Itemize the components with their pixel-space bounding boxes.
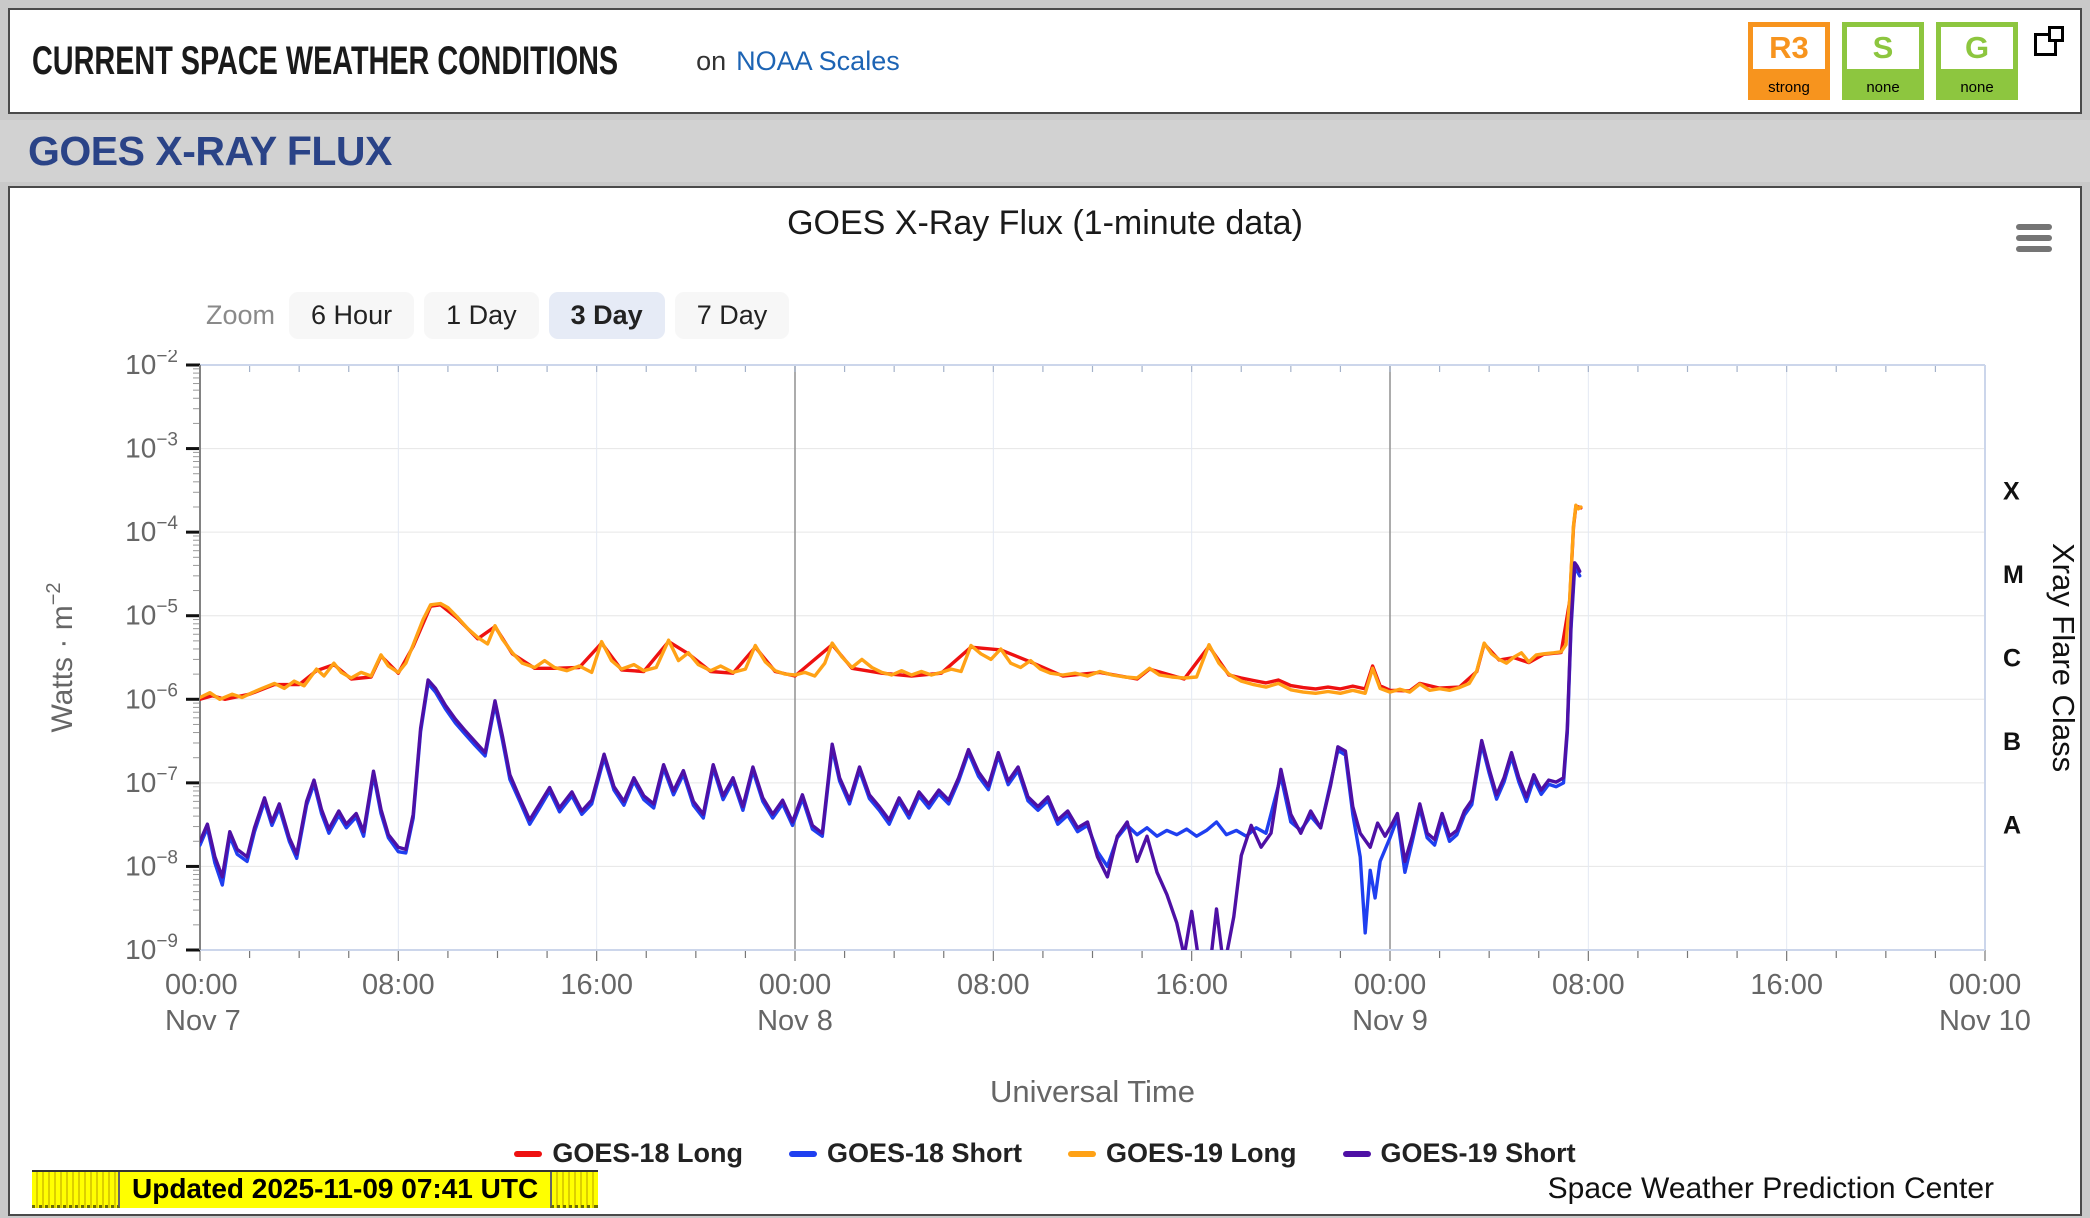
highlight-block bbox=[550, 1172, 599, 1208]
g-scale-badge[interactable]: G none bbox=[1936, 22, 2018, 100]
x-axis-date: Nov 8 bbox=[757, 1005, 833, 1037]
zoom-controls: Zoom 6 Hour 1 Day 3 Day 7 Day bbox=[206, 292, 790, 339]
page-title: CURRENT SPACE WEATHER CONDITIONS bbox=[32, 38, 619, 83]
s-scale-badge[interactable]: S none bbox=[1842, 22, 1924, 100]
legend-label: GOES-18 Short bbox=[826, 1138, 1022, 1168]
hamburger-bar bbox=[2016, 246, 2052, 252]
x-axis-tick: 00:00 bbox=[759, 969, 832, 1001]
header-bar: CURRENT SPACE WEATHER CONDITIONS on NOAA… bbox=[8, 8, 2082, 114]
legend-item-goes-19-long[interactable]: GOES-19 Long bbox=[1068, 1138, 1297, 1169]
header-title-row: CURRENT SPACE WEATHER CONDITIONS on NOAA… bbox=[32, 10, 900, 112]
legend-dash-icon bbox=[1342, 1150, 1371, 1157]
hamburger-bar bbox=[2016, 235, 2052, 241]
chart-title: GOES X-Ray Flux (1-minute data) bbox=[787, 204, 1303, 242]
flare-class-label: C bbox=[2003, 645, 2021, 673]
y-axis-tick: 10−8 bbox=[125, 847, 178, 881]
x-axis-tick: 00:00 bbox=[1354, 969, 1427, 1001]
legend-dash-icon bbox=[788, 1150, 817, 1157]
legend-label: GOES-18 Long bbox=[552, 1138, 743, 1168]
y-axis-tick: 10−7 bbox=[125, 764, 178, 798]
highlight-block bbox=[32, 1172, 120, 1208]
legend-item-goes-19-short[interactable]: GOES-19 Short bbox=[1342, 1138, 1576, 1169]
x-axis-tick: 08:00 bbox=[957, 969, 1030, 1001]
r-scale-level: strong bbox=[1748, 74, 1830, 100]
flare-class-label: M bbox=[2003, 561, 2024, 589]
x-axis-date: Nov 7 bbox=[165, 1005, 241, 1037]
x-axis-tick: 00:00 bbox=[165, 969, 238, 1001]
s-scale-level: none bbox=[1842, 74, 1924, 100]
g-scale-code: G bbox=[1936, 22, 2018, 74]
legend-dash-icon bbox=[514, 1150, 543, 1157]
legend-item-goes-18-long[interactable]: GOES-18 Long bbox=[514, 1138, 743, 1169]
y-axis-tick: 10−5 bbox=[125, 597, 178, 631]
flare-class-label: A bbox=[2003, 812, 2021, 840]
s-scale-code: S bbox=[1842, 22, 1924, 74]
x-axis-tick: 08:00 bbox=[1552, 969, 1625, 1001]
zoom-button-6hour[interactable]: 6 Hour bbox=[289, 292, 415, 339]
legend-dash-icon bbox=[1068, 1150, 1096, 1157]
swpc-credit: Space Weather Prediction Center bbox=[1547, 1172, 1994, 1205]
chart-legend: GOES-18 Long GOES-18 Short GOES-19 Long GOE… bbox=[10, 1138, 2080, 1169]
x-axis-tick: 16:00 bbox=[1155, 969, 1228, 1001]
x-axis-tick: 08:00 bbox=[362, 969, 435, 1001]
flare-class-label: B bbox=[2003, 728, 2021, 756]
x-axis-date: Nov 10 bbox=[1939, 1005, 2031, 1037]
g-scale-level: none bbox=[1936, 74, 2018, 100]
legend-label: GOES-19 Short bbox=[1380, 1138, 1576, 1168]
x-axis-tick: 00:00 bbox=[1949, 969, 2022, 1001]
y-axis-tick: 10−3 bbox=[125, 430, 178, 464]
x-axis-title: Universal Time bbox=[990, 1074, 1195, 1109]
hamburger-menu-icon[interactable] bbox=[2016, 224, 2052, 252]
flare-class-label: X bbox=[2003, 477, 2020, 505]
zoom-button-7day[interactable]: 7 Day bbox=[674, 292, 790, 339]
y-axis-title: Watts · m−2 bbox=[43, 582, 79, 732]
zoom-button-3day[interactable]: 3 Day bbox=[548, 292, 665, 339]
chart-panel: GOES X-Ray Flux (1-minute data) Zoom 6 H… bbox=[8, 186, 2082, 1216]
popout-window-icon[interactable] bbox=[2034, 26, 2064, 56]
section-title-bar: GOES X-RAY FLUX bbox=[0, 120, 2090, 182]
zoom-label: Zoom bbox=[206, 300, 276, 330]
link-prefix: on bbox=[696, 45, 727, 76]
r-scale-code: R3 bbox=[1748, 22, 1830, 74]
legend-label: GOES-19 Long bbox=[1106, 1138, 1297, 1168]
x-axis-date: Nov 9 bbox=[1352, 1005, 1428, 1037]
section-title: GOES X-RAY FLUX bbox=[28, 127, 392, 174]
hamburger-bar bbox=[2016, 224, 2052, 230]
y-axis-tick: 10−4 bbox=[125, 513, 178, 547]
noaa-scales-link[interactable]: NOAA Scales bbox=[736, 45, 900, 76]
noaa-scale-badges: R3 strong S none G none bbox=[1748, 22, 2018, 100]
updated-text: Updated 2025-11-09 07:41 UTC bbox=[120, 1172, 551, 1208]
y-axis-tick: 10−6 bbox=[125, 680, 178, 714]
right-axis-title: Xray Flare Class bbox=[2046, 543, 2080, 772]
popout-icon-square-small bbox=[2048, 26, 2064, 42]
r-scale-badge[interactable]: R3 strong bbox=[1748, 22, 1830, 100]
y-axis-tick: 10−9 bbox=[125, 931, 178, 965]
x-axis-tick: 16:00 bbox=[560, 969, 633, 1001]
xray-flux-plot: 10−2 10−3 10−4 10−5 10−6 10−7 10−8 10−9 00:00 Nov… bbox=[43, 350, 2080, 1109]
updated-timestamp: Updated 2025-11-09 07:41 UTC bbox=[32, 1170, 599, 1208]
zoom-button-1day[interactable]: 1 Day bbox=[424, 292, 539, 339]
x-axis-tick: 16:00 bbox=[1750, 969, 1823, 1001]
y-axis-tick: 10−2 bbox=[125, 350, 178, 380]
legend-item-goes-18-short[interactable]: GOES-18 Short bbox=[788, 1138, 1022, 1169]
